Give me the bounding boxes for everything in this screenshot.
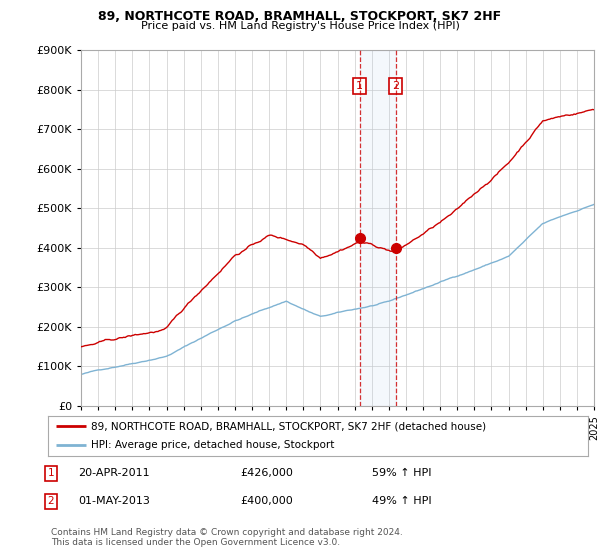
Text: 01-MAY-2013: 01-MAY-2013	[78, 496, 150, 506]
Text: 89, NORTHCOTE ROAD, BRAMHALL, STOCKPORT, SK7 2HF: 89, NORTHCOTE ROAD, BRAMHALL, STOCKPORT,…	[98, 10, 502, 23]
Text: £426,000: £426,000	[240, 468, 293, 478]
Text: £400,000: £400,000	[240, 496, 293, 506]
Text: 1: 1	[47, 468, 55, 478]
Text: Contains HM Land Registry data © Crown copyright and database right 2024.
This d: Contains HM Land Registry data © Crown c…	[51, 528, 403, 547]
Text: 1: 1	[356, 81, 363, 91]
Text: 2: 2	[392, 81, 399, 91]
Text: 89, NORTHCOTE ROAD, BRAMHALL, STOCKPORT, SK7 2HF (detached house): 89, NORTHCOTE ROAD, BRAMHALL, STOCKPORT,…	[91, 421, 487, 431]
Text: 2: 2	[47, 496, 55, 506]
Text: Price paid vs. HM Land Registry's House Price Index (HPI): Price paid vs. HM Land Registry's House …	[140, 21, 460, 31]
Bar	[360, 50, 395, 406]
Text: HPI: Average price, detached house, Stockport: HPI: Average price, detached house, Stoc…	[91, 440, 335, 450]
Text: 59% ↑ HPI: 59% ↑ HPI	[372, 468, 431, 478]
Text: 49% ↑ HPI: 49% ↑ HPI	[372, 496, 431, 506]
Text: 20-APR-2011: 20-APR-2011	[78, 468, 149, 478]
